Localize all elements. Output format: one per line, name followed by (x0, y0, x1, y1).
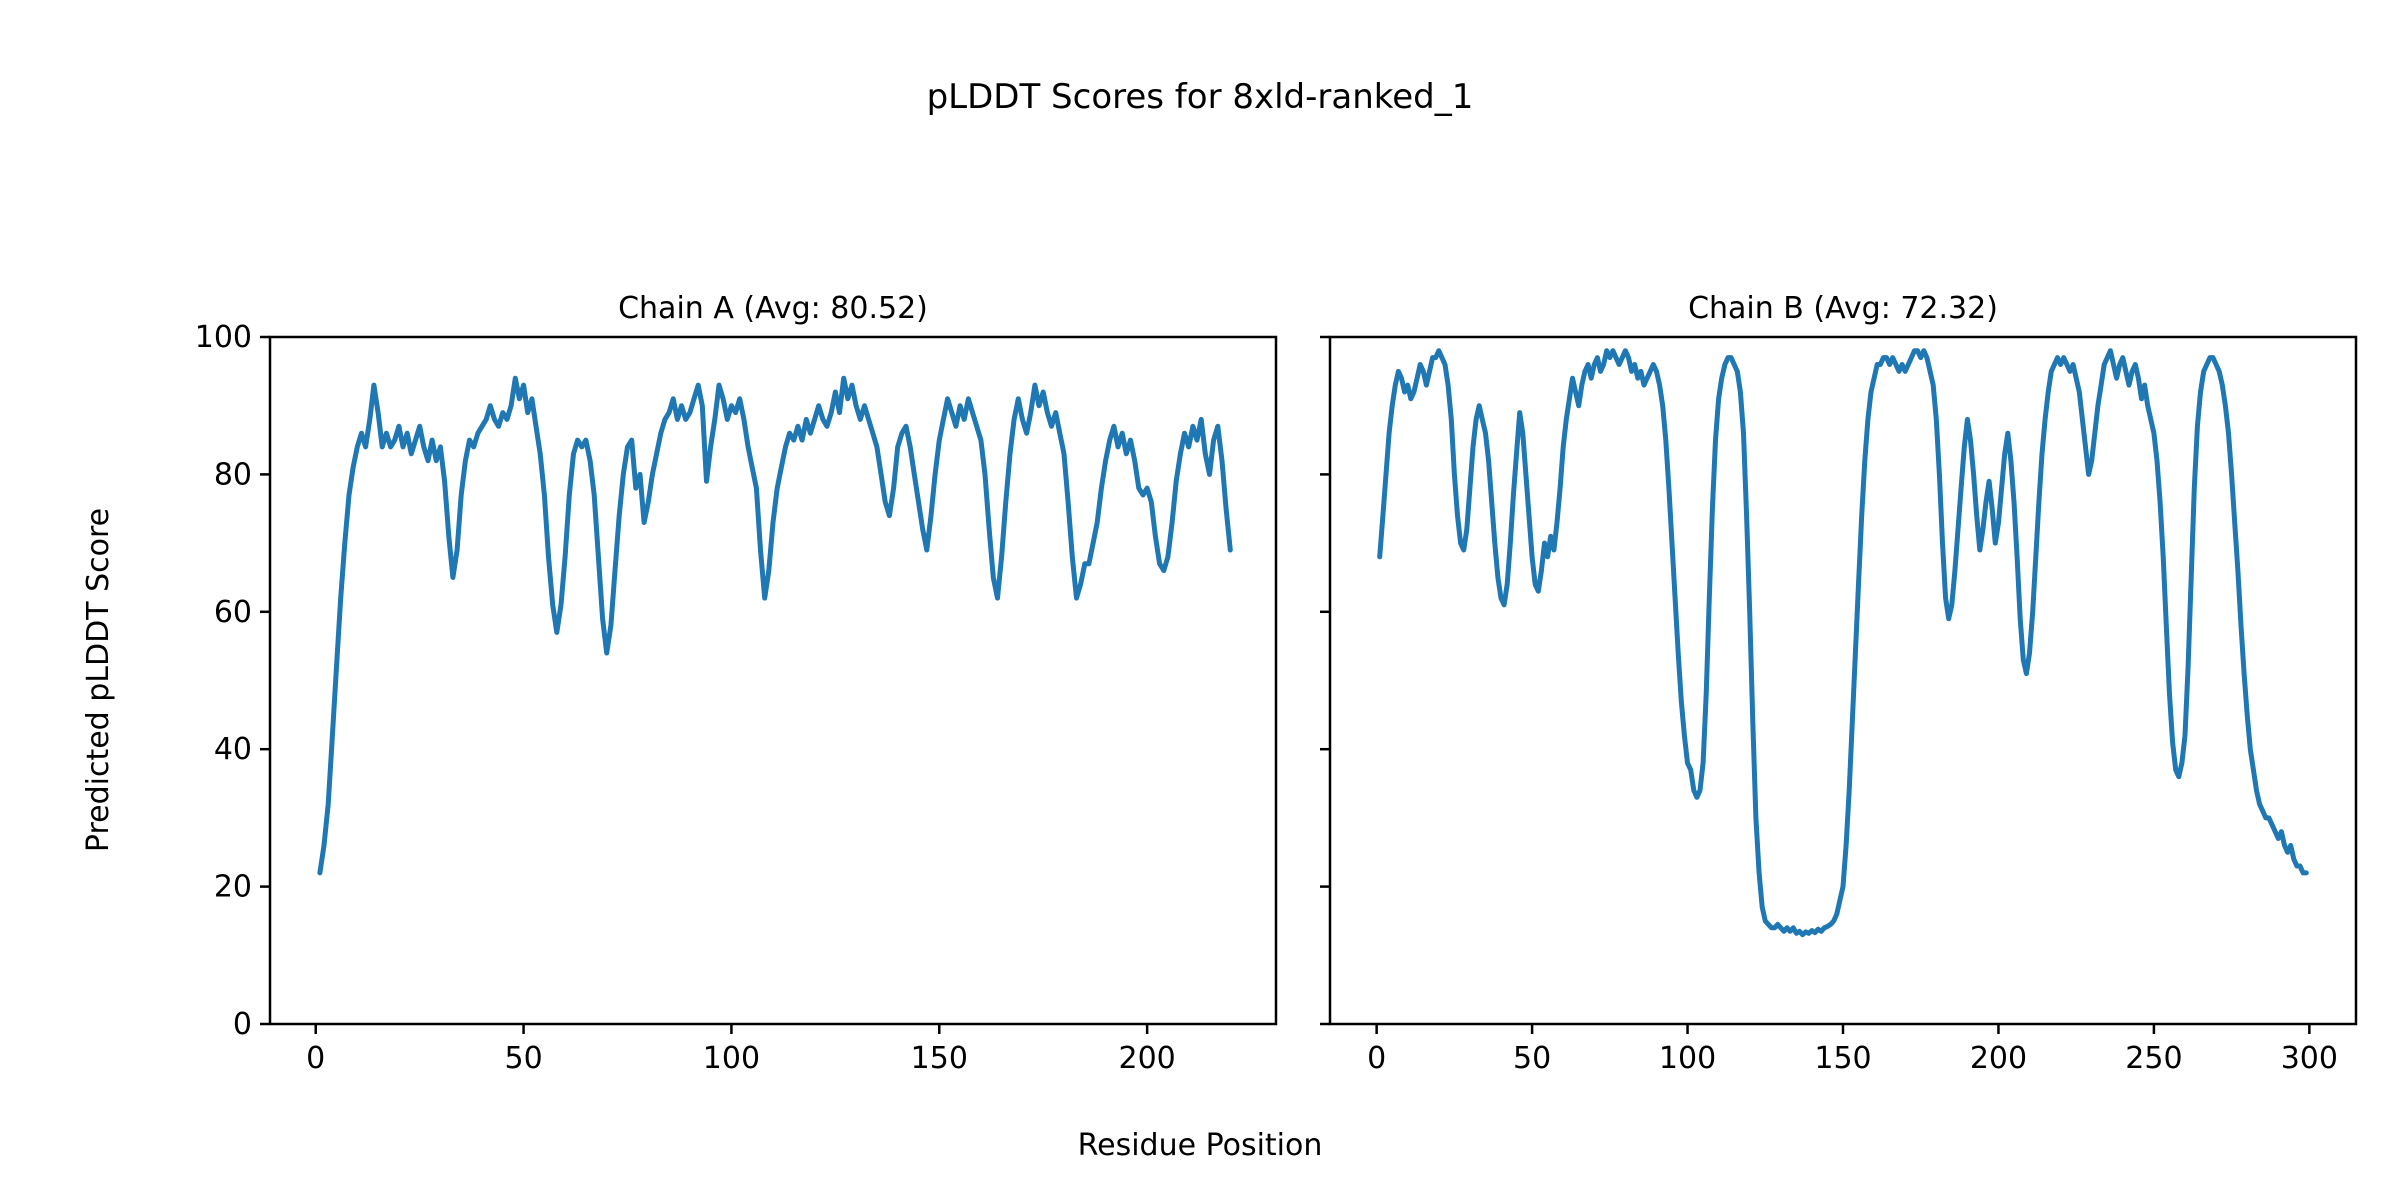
subplot-b-xtick-label: 250 (2125, 1041, 2182, 1076)
subplot-a-ytick-label: 100 (195, 320, 252, 355)
subplot-a-ytick-label: 60 (214, 595, 252, 630)
y-axis-label: Predicted pLDDT Score (81, 508, 116, 852)
subplot-b-xtick-label: 150 (1814, 1041, 1871, 1076)
subplot-b-xtick-label: 0 (1367, 1041, 1386, 1076)
subplot-a-ytick-label: 80 (214, 457, 252, 492)
subplot-a-title: Chain A (Avg: 80.52) (618, 291, 928, 326)
subplot-a-line (317, 375, 1233, 876)
subplot-a: 0 50 100 150 200 0 20 40 60 80 100 (195, 320, 1278, 1076)
subplot-b-xtick-label: 50 (1513, 1041, 1551, 1076)
subplot-a-xtick-label: 0 (306, 1041, 325, 1076)
subplot-a-ytick-label: 0 (233, 1007, 252, 1042)
subplot-a-ytick-label: 20 (214, 870, 252, 905)
subplot-b-xtick-label: 100 (1659, 1041, 1716, 1076)
subplot-a-xtick-label: 50 (504, 1041, 542, 1076)
subplot-b-xtick-label: 200 (1970, 1041, 2027, 1076)
subplot-b: 0 50 100 150 200 250 300 (1320, 335, 2358, 1076)
subplot-b-title: Chain B (Avg: 72.32) (1688, 291, 1998, 326)
x-axis-label: Residue Position (1078, 1128, 1323, 1163)
subplot-a-ytick-label: 40 (214, 732, 252, 767)
subplot-a-xtick-label: 200 (1118, 1041, 1175, 1076)
axes-layer: 0 50 100 150 200 0 20 40 60 80 100 0 50 100 150 200 250 3… (195, 320, 2358, 1076)
subplot-a-xtick-label: 100 (703, 1041, 760, 1076)
subplot-a-spines (268, 335, 1278, 1026)
figure-title: pLDDT Scores for 8xld-ranked_1 (927, 77, 1474, 117)
subplot-b-line (1377, 348, 2309, 938)
subplot-b-xtick-label: 300 (2281, 1041, 2338, 1076)
subplot-a-xtick-label: 150 (911, 1041, 968, 1076)
